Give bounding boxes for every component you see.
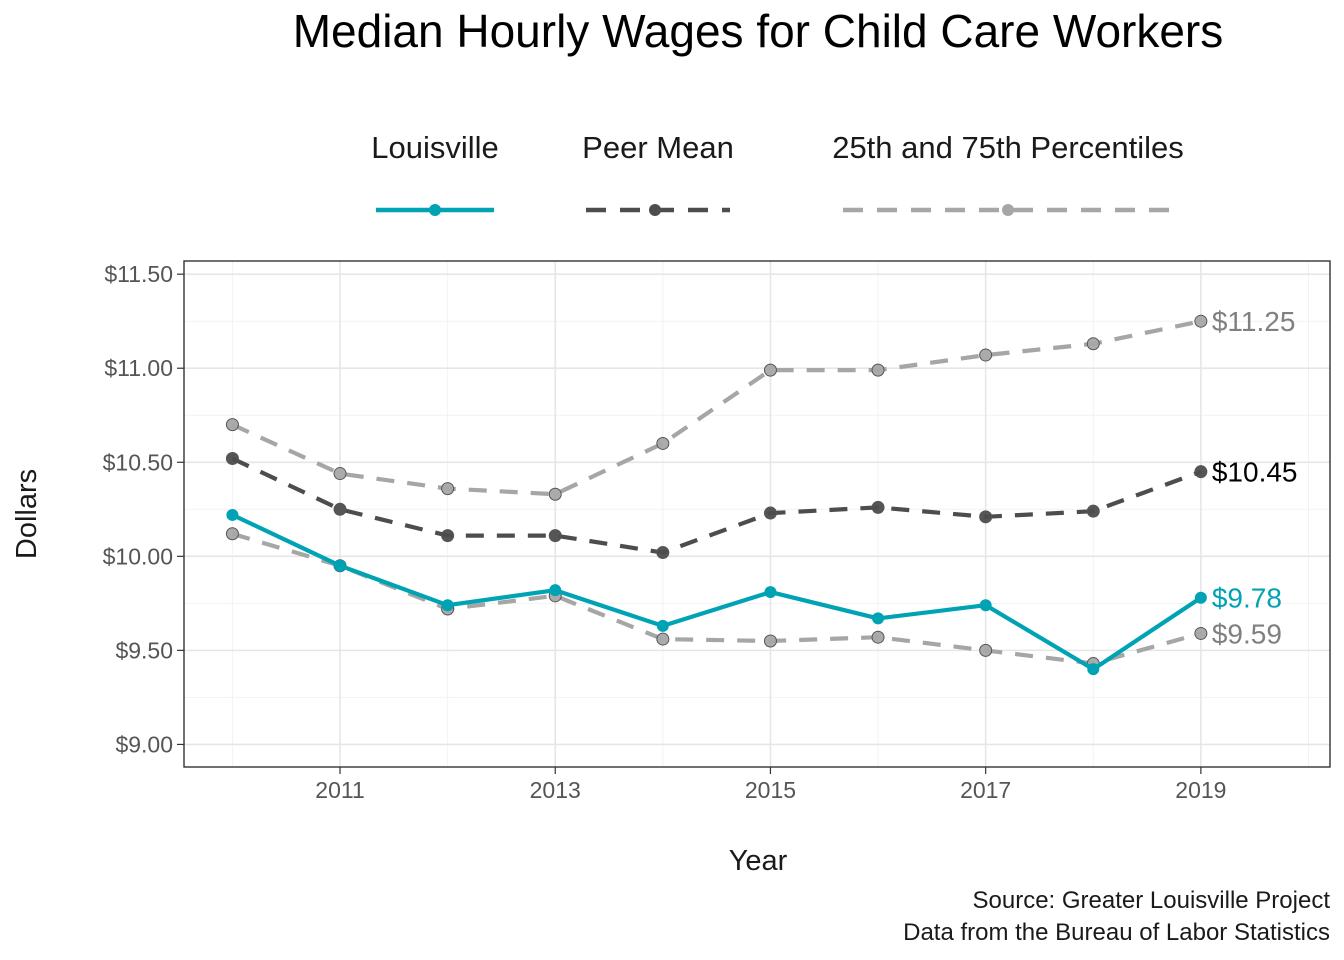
data-point-25th-percentile <box>225 527 239 541</box>
data-point-75th-percentile <box>979 348 993 362</box>
data-point-louisville <box>764 586 777 599</box>
legend-item-louisville: Louisville <box>371 130 499 216</box>
data-point-75th-percentile <box>441 482 455 496</box>
data-point-75th-percentile <box>763 363 777 377</box>
legend-point-swatch <box>649 204 661 216</box>
data-point-louisville <box>334 559 347 572</box>
data-point-peer-mean <box>441 529 455 543</box>
x-tick-label: 2019 <box>1175 777 1226 803</box>
data-point-25th-percentile <box>763 634 777 648</box>
data-point-peer-mean <box>333 502 347 516</box>
data-point-75th-percentile <box>871 363 885 377</box>
legend-label: Louisville <box>371 130 499 165</box>
x-tick-label: 2013 <box>530 777 581 803</box>
legend-item-peer-mean: Peer Mean <box>582 130 734 216</box>
y-tick-label: $11.50 <box>104 261 173 287</box>
data-point-25th-percentile <box>656 632 670 646</box>
data-point-75th-percentile <box>548 487 562 501</box>
series-75th-percentile <box>225 314 1208 501</box>
series-line-peer-mean <box>231 456 1202 555</box>
plot-border <box>183 260 1331 768</box>
chart-title: Median Hourly Wages for Child Care Worke… <box>293 5 1224 57</box>
caption-source: Source: Greater Louisville Project <box>973 887 1331 914</box>
data-point-peer-mean <box>979 510 993 524</box>
data-point-louisville <box>1087 663 1100 676</box>
data-point-25th-percentile <box>1194 626 1208 640</box>
end-labels: $9.78 $10.45 $11.25 $9.59 <box>1212 306 1298 649</box>
data-point-peer-mean <box>1086 504 1100 518</box>
y-tick-label: $11.00 <box>104 355 173 381</box>
data-point-25th-percentile <box>871 630 885 644</box>
y-tick-label: $10.50 <box>103 449 173 475</box>
series-louisville <box>226 508 1207 676</box>
legend-label: Peer Mean <box>582 130 734 165</box>
end-label-25th-percentile: $9.59 <box>1212 618 1282 649</box>
grid <box>184 261 1330 767</box>
x-tick-label: 2015 <box>745 777 796 803</box>
data-point-peer-mean <box>763 506 777 520</box>
series-line-louisville <box>231 513 1203 672</box>
data-point-peer-mean <box>1194 465 1208 479</box>
data-point-louisville <box>1194 591 1207 604</box>
y-tick-label: $9.00 <box>115 731 173 757</box>
y-tick-label: $9.50 <box>115 637 173 663</box>
caption-data: Data from the Bureau of Labor Statistics <box>903 919 1330 946</box>
series-layer <box>225 314 1208 676</box>
end-label-75th-percentile: $11.25 <box>1212 306 1296 337</box>
legend-point-swatch <box>429 204 441 216</box>
data-point-75th-percentile <box>1086 337 1100 351</box>
legend: Louisville Peer Mean 25th and 75th Percent… <box>371 130 1184 216</box>
data-point-75th-percentile <box>656 436 670 450</box>
data-point-louisville <box>549 584 562 597</box>
data-point-louisville <box>872 612 885 625</box>
data-point-peer-mean <box>548 529 562 543</box>
data-point-75th-percentile <box>1194 314 1208 328</box>
data-point-louisville <box>226 508 239 521</box>
series-line-75th-percentile <box>231 319 1202 497</box>
series-peer-mean <box>225 452 1208 560</box>
y-axis: $9.00 $9.50 $10.00 $10.50 $11.00 $11.50 <box>103 261 184 757</box>
x-axis-title: Year <box>729 845 788 877</box>
data-point-75th-percentile <box>333 467 347 481</box>
data-point-75th-percentile <box>225 418 239 432</box>
end-label-peer-mean: $10.45 <box>1212 457 1298 488</box>
end-label-louisville: $9.78 <box>1212 583 1282 614</box>
legend-label: 25th and 75th Percentiles <box>832 130 1184 165</box>
data-point-louisville <box>441 599 454 612</box>
x-tick-label: 2017 <box>960 777 1011 803</box>
x-axis: 2011 2013 2015 2017 2019 <box>315 767 1226 803</box>
data-point-25th-percentile <box>979 643 993 657</box>
x-tick-label: 2011 <box>315 777 364 803</box>
y-axis-title: Dollars <box>11 469 43 559</box>
plot-background <box>184 261 1330 767</box>
legend-point-swatch <box>1002 204 1014 216</box>
legend-item-25th-and-75th-percentiles: 25th and 75th Percentiles <box>832 130 1184 216</box>
data-point-louisville <box>979 599 992 612</box>
data-point-louisville <box>656 619 669 632</box>
data-point-peer-mean <box>225 452 239 466</box>
y-tick-label: $10.00 <box>103 543 173 569</box>
data-point-peer-mean <box>656 546 670 560</box>
data-point-peer-mean <box>871 500 885 514</box>
